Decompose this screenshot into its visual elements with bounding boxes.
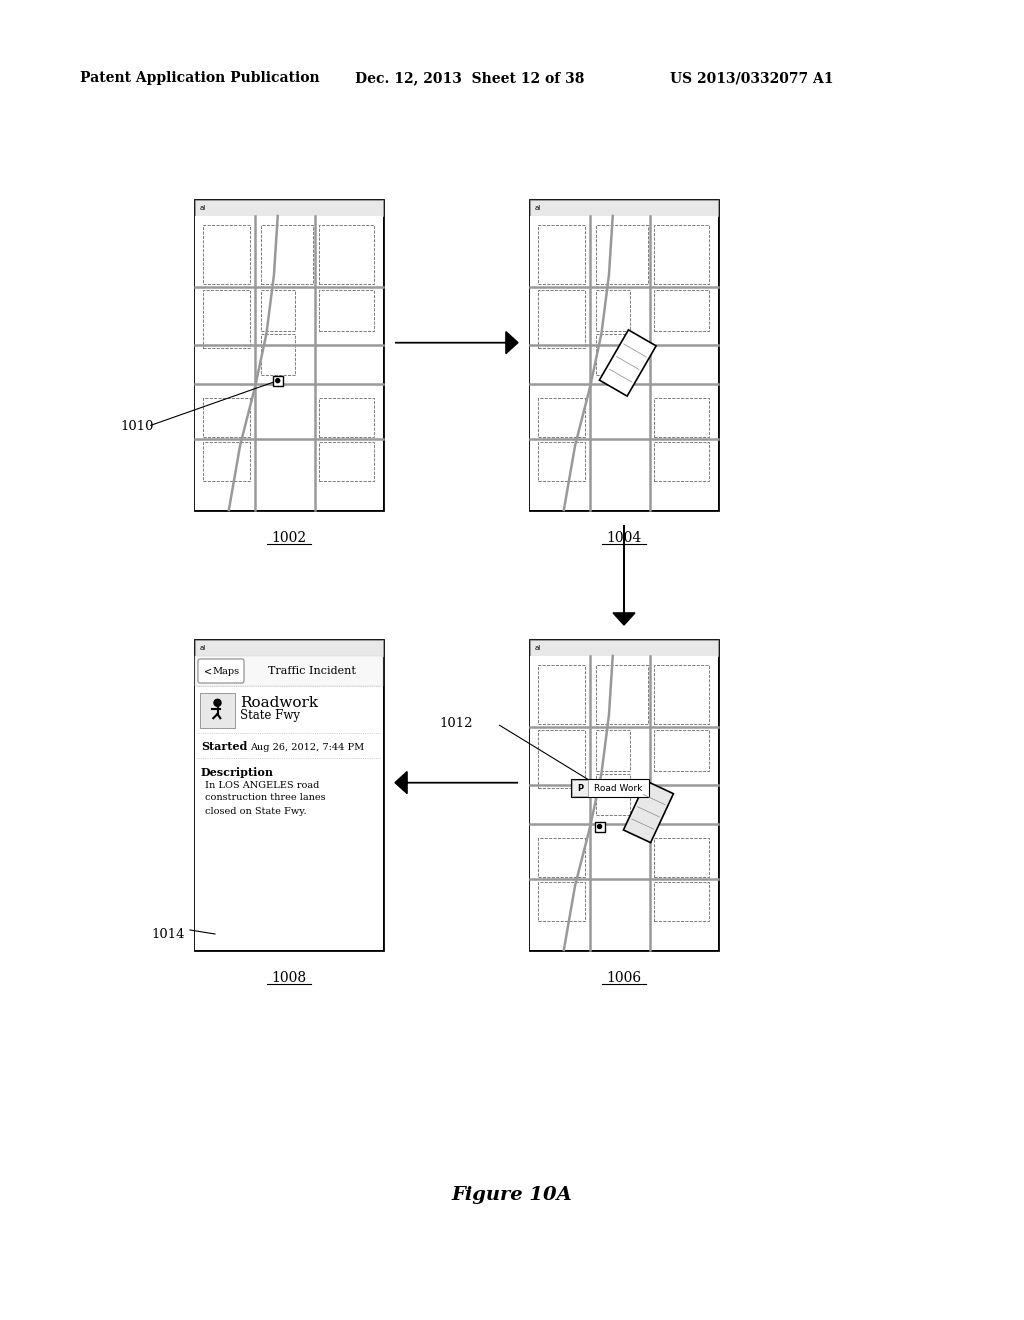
Bar	[530, 656, 718, 950]
Bar	[654, 665, 709, 723]
FancyArrow shape	[395, 331, 518, 354]
Bar	[654, 882, 709, 920]
Text: Aug 26, 2012, 7:44 PM: Aug 26, 2012, 7:44 PM	[250, 742, 365, 751]
Text: In LOS ANGELES road: In LOS ANGELES road	[205, 780, 319, 789]
Text: 1002: 1002	[271, 531, 306, 545]
Bar	[572, 780, 589, 796]
Text: al: al	[535, 205, 542, 211]
Text: construction three lanes: construction three lanes	[205, 793, 326, 803]
Circle shape	[275, 379, 280, 383]
Bar	[530, 201, 718, 216]
Text: al: al	[535, 645, 542, 651]
Text: closed on State Fwy.: closed on State Fwy.	[205, 807, 306, 816]
Bar	[538, 224, 585, 284]
Bar	[272, 376, 283, 385]
Bar	[203, 442, 250, 480]
Text: al: al	[200, 645, 206, 651]
Bar	[596, 665, 648, 723]
Bar	[319, 399, 374, 437]
Bar	[530, 640, 718, 656]
Text: 1006: 1006	[606, 972, 642, 985]
Polygon shape	[599, 330, 656, 396]
Text: al: al	[200, 205, 206, 211]
Bar	[538, 289, 585, 348]
Text: Figure 10A: Figure 10A	[452, 1185, 572, 1204]
Bar	[530, 216, 718, 510]
Bar	[195, 640, 383, 656]
Text: P: P	[578, 784, 584, 793]
Text: Road Work: Road Work	[594, 784, 642, 793]
Text: 1012: 1012	[439, 717, 473, 730]
Bar	[319, 442, 374, 480]
Bar	[530, 640, 718, 950]
Bar	[319, 224, 374, 284]
Bar	[203, 224, 250, 284]
Text: Roadwork: Roadwork	[240, 697, 318, 710]
Bar	[596, 774, 630, 814]
Bar	[538, 838, 585, 876]
Text: Description: Description	[201, 767, 274, 777]
Text: <: <	[204, 667, 212, 676]
Bar	[203, 289, 250, 348]
Bar	[203, 399, 250, 437]
Bar	[200, 693, 234, 729]
Bar	[654, 442, 709, 480]
Bar	[261, 334, 295, 375]
Bar	[195, 216, 383, 510]
Text: State Fwy: State Fwy	[240, 709, 300, 722]
Bar	[195, 640, 383, 950]
Text: Patent Application Publication: Patent Application Publication	[80, 71, 319, 84]
Text: 1008: 1008	[271, 972, 306, 985]
Bar	[195, 201, 383, 510]
Circle shape	[214, 700, 221, 706]
Polygon shape	[624, 781, 674, 842]
Bar	[596, 289, 630, 331]
Circle shape	[598, 825, 601, 829]
Bar	[195, 656, 383, 950]
Bar	[538, 399, 585, 437]
Bar	[195, 201, 383, 216]
Bar	[596, 224, 648, 284]
Bar	[195, 656, 383, 686]
Bar	[595, 821, 604, 832]
FancyArrow shape	[395, 772, 518, 793]
FancyBboxPatch shape	[198, 659, 244, 682]
Bar	[571, 780, 649, 797]
Bar	[538, 730, 585, 788]
Bar	[596, 334, 630, 375]
Text: 1014: 1014	[152, 928, 185, 940]
Text: Traffic Incident: Traffic Incident	[267, 667, 355, 676]
Bar	[538, 882, 585, 920]
Text: US 2013/0332077 A1: US 2013/0332077 A1	[670, 71, 834, 84]
Bar	[654, 838, 709, 876]
Bar	[596, 730, 630, 771]
Bar	[654, 399, 709, 437]
Bar	[538, 442, 585, 480]
Text: 1010: 1010	[120, 420, 154, 433]
Bar	[261, 224, 313, 284]
Bar	[319, 289, 374, 331]
FancyArrow shape	[613, 525, 635, 624]
Bar	[530, 201, 718, 510]
Bar	[654, 224, 709, 284]
Bar	[654, 730, 709, 771]
Bar	[261, 289, 295, 331]
Bar	[654, 289, 709, 331]
Text: Started: Started	[201, 742, 248, 752]
Text: Dec. 12, 2013  Sheet 12 of 38: Dec. 12, 2013 Sheet 12 of 38	[355, 71, 585, 84]
Bar	[538, 665, 585, 723]
Text: Maps: Maps	[212, 667, 240, 676]
Text: 1004: 1004	[606, 531, 642, 545]
